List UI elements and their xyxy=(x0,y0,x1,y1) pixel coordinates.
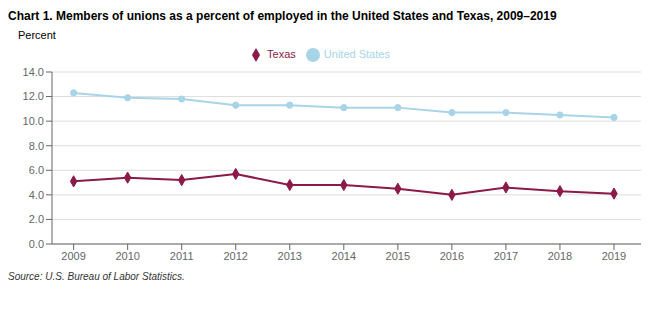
svg-text:2010: 2010 xyxy=(115,250,139,262)
svg-text:12.0: 12.0 xyxy=(23,90,44,102)
svg-text:2014: 2014 xyxy=(332,250,356,262)
svg-text:2.0: 2.0 xyxy=(29,213,44,225)
html-text:Source: U.S. Bureau of Labor S: Source: U.S. Bureau of Labor Statistics. xyxy=(8,271,185,282)
svg-text:2016: 2016 xyxy=(440,250,464,262)
svg-text:2012: 2012 xyxy=(223,250,247,262)
svg-text:2018: 2018 xyxy=(548,250,572,262)
svg-text:2013: 2013 xyxy=(278,250,302,262)
html-text:Texas: Texas xyxy=(267,48,296,60)
svg-text:2015: 2015 xyxy=(386,250,410,262)
svg-text:0.0: 0.0 xyxy=(29,238,44,250)
svg-text:6.0: 6.0 xyxy=(29,164,44,176)
html-text:United States: United States xyxy=(323,48,390,60)
svg-text:14.0: 14.0 xyxy=(23,66,44,78)
svg-text:10.0: 10.0 xyxy=(23,115,44,127)
svg-text:2017: 2017 xyxy=(494,250,518,262)
svg-text:8.0: 8.0 xyxy=(29,140,44,152)
svg-text:4.0: 4.0 xyxy=(29,189,44,201)
svg-text:2009: 2009 xyxy=(61,250,85,262)
svg-text:2011: 2011 xyxy=(170,250,194,262)
svg-text:2019: 2019 xyxy=(602,250,626,262)
html-text:Chart 1. Members of unions as: Chart 1. Members of unions as a percent … xyxy=(8,9,557,23)
html-text:Percent: Percent xyxy=(18,29,56,41)
